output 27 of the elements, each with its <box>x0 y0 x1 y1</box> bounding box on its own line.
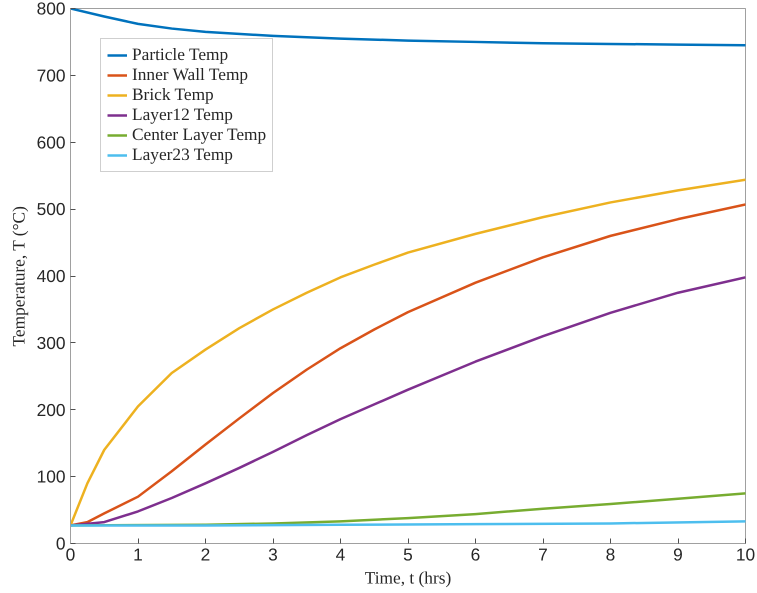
x-tick-label: 3 <box>268 544 278 564</box>
legend-label: Layer12 Temp <box>132 105 233 125</box>
y-tick-label: 300 <box>36 332 66 353</box>
x-tick-label: 9 <box>673 544 683 564</box>
legend-label: Layer23 Temp <box>132 145 233 165</box>
x-tick-label: 10 <box>736 544 756 564</box>
x-tick-label: 7 <box>538 544 548 564</box>
legend-label: Center Layer Temp <box>132 125 266 145</box>
x-tick-label: 4 <box>336 544 346 564</box>
x-axis-title: Time, t (hrs) <box>364 568 452 588</box>
y-tick-label: 200 <box>36 400 66 420</box>
x-tick-label: 2 <box>200 544 210 564</box>
line-series <box>70 8 746 47</box>
legend-label: Brick Temp <box>132 85 214 105</box>
x-tick-label: 5 <box>403 544 413 564</box>
y-tick-label: 800 <box>36 0 66 18</box>
legend-label: Particle Temp <box>132 45 228 65</box>
y-axis-title: Temperature, T (°C) <box>10 206 29 346</box>
y-tick-label: 600 <box>36 132 66 152</box>
x-tick-label: 8 <box>606 544 616 564</box>
legend-label: Inner Wall Temp <box>132 65 248 85</box>
x-tick-label: 6 <box>470 544 480 564</box>
y-tick-label: 100 <box>36 466 66 487</box>
y-tick-label: 700 <box>36 65 66 86</box>
y-tick-label: 400 <box>36 266 66 286</box>
x-tick-label: 1 <box>133 544 143 564</box>
y-tick-label: 500 <box>36 199 66 220</box>
